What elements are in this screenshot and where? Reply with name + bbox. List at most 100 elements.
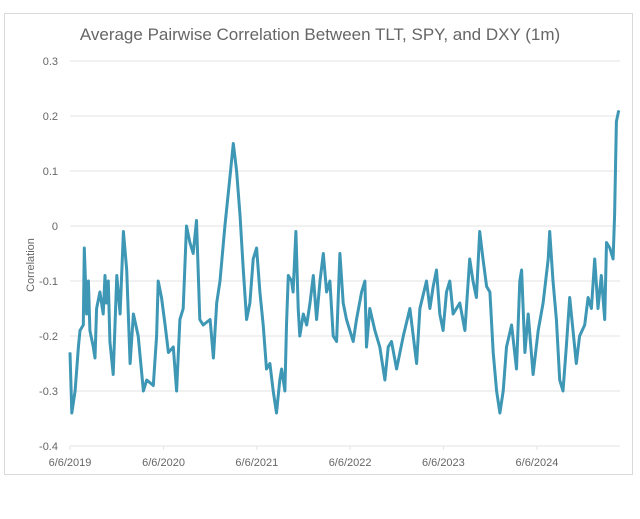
data-point [597, 308, 599, 309]
data-point [112, 374, 114, 375]
data-point [172, 346, 174, 348]
x-tick-label: 6/6/2020 [142, 457, 185, 469]
data-point [152, 385, 154, 386]
data-point [555, 319, 557, 320]
data-point [416, 363, 418, 364]
data-point [281, 368, 283, 370]
data-point [559, 379, 561, 381]
data-point [584, 324, 586, 326]
data-point [87, 280, 89, 282]
data-point [489, 291, 491, 293]
data-point [374, 330, 376, 331]
data-point [292, 291, 294, 293]
data-point [464, 330, 466, 331]
data-point [167, 352, 169, 353]
data-point [89, 330, 91, 331]
data-point [326, 291, 328, 293]
data-point [102, 313, 104, 315]
data-point [266, 368, 268, 370]
data-point [287, 275, 289, 276]
data-point [482, 258, 484, 260]
data-point [299, 335, 301, 337]
data-point [146, 379, 148, 381]
data-point [319, 280, 321, 282]
data-point [365, 346, 367, 348]
data-point [475, 297, 477, 298]
data-point [435, 269, 437, 271]
data-point [249, 302, 251, 304]
data-point [542, 302, 544, 304]
data-point [486, 286, 488, 287]
data-point [600, 275, 602, 276]
data-point [396, 368, 398, 370]
data-point [492, 352, 494, 353]
y-tick-label: 0.1 [43, 166, 58, 178]
data-point [224, 225, 226, 227]
data-point [156, 335, 158, 337]
data-point [352, 341, 354, 342]
data-point [157, 280, 159, 282]
data-point [496, 390, 498, 392]
data-point [302, 313, 304, 315]
data-point [419, 308, 421, 309]
data-point [432, 286, 434, 287]
data-point [612, 258, 614, 260]
x-tick-label: 6/6/2023 [422, 457, 465, 469]
data-point [256, 247, 258, 249]
data-point [284, 390, 286, 392]
data-point [239, 214, 241, 216]
x-tick-labels: 6/6/2019 6/6/2020 6/6/2021 6/6/2022 6/6/2023… [49, 457, 559, 469]
data-point [291, 280, 293, 282]
x-tick-label: 6/6/2021 [235, 457, 278, 469]
data-point [83, 247, 85, 249]
chart-title: Average Pairwise Correlation Between TLT… [79, 25, 561, 44]
data-point [199, 319, 201, 320]
data-point [384, 379, 386, 381]
data-point [605, 242, 607, 243]
data-point [511, 324, 513, 326]
data-point [122, 231, 124, 232]
data-point [132, 313, 134, 315]
data-point [364, 280, 366, 282]
data-point [297, 308, 299, 309]
data-point [295, 231, 297, 232]
data-point [316, 319, 318, 320]
data-point [329, 280, 331, 282]
data-point [219, 280, 221, 282]
data-point [96, 308, 98, 309]
data-point [472, 280, 474, 282]
data-point [445, 291, 447, 293]
data-point [565, 346, 567, 348]
data-point [129, 363, 131, 364]
data-point [229, 176, 231, 177]
data-point [212, 357, 214, 359]
data-point [572, 330, 574, 331]
data-point [532, 374, 534, 375]
data-point [182, 308, 184, 309]
data-point [94, 357, 96, 359]
data-point [575, 363, 577, 364]
y-tick-label: -0.1 [39, 276, 58, 288]
y-tick-label: 0 [52, 221, 58, 233]
data-point [579, 335, 581, 337]
data-point [590, 308, 592, 309]
data-point [107, 280, 109, 282]
data-point [469, 258, 471, 260]
data-point [209, 319, 211, 320]
data-point [236, 170, 238, 172]
data-point [309, 302, 311, 304]
data-point [369, 308, 371, 309]
y-tick-label: -0.3 [39, 386, 58, 398]
data-point [312, 275, 314, 276]
data-point [521, 269, 523, 271]
data-point [276, 412, 278, 414]
data-point [361, 291, 363, 293]
data-point [391, 341, 393, 342]
data-point [262, 324, 264, 326]
data-point [164, 324, 166, 326]
data-point [499, 412, 501, 414]
data-point [587, 297, 589, 298]
data-point [346, 319, 348, 320]
data-point [196, 220, 198, 221]
